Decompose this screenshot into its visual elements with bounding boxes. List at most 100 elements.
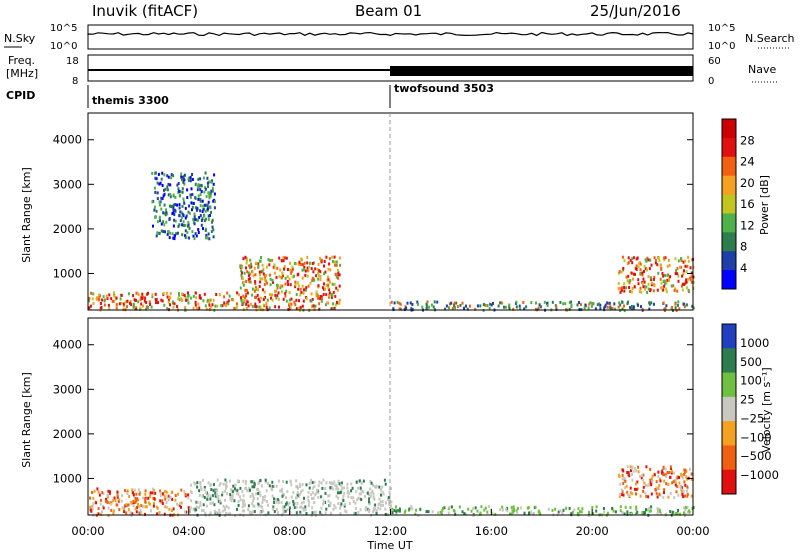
echo-cell <box>318 302 321 306</box>
ytick-label: 3000 <box>53 177 82 191</box>
echo-cell <box>247 504 250 508</box>
echo-cell <box>343 504 346 508</box>
echo-cell <box>177 182 180 185</box>
echo-cell <box>361 489 364 493</box>
echo-cell <box>160 196 163 200</box>
echo-cell <box>205 307 208 311</box>
echo-cell <box>327 267 330 271</box>
echo-cell <box>384 501 387 505</box>
echo-cell <box>310 267 313 271</box>
echo-cell <box>685 506 687 509</box>
echo-cell <box>203 219 206 223</box>
colorbar-swatch <box>722 324 736 349</box>
echo-cell <box>669 492 672 495</box>
echo-cell <box>181 187 184 191</box>
echo-cell <box>649 509 652 513</box>
echo-cell <box>614 510 617 514</box>
echo-cell <box>631 287 634 290</box>
echo-cell <box>632 307 635 311</box>
echo-cell <box>206 494 209 498</box>
echo-cell <box>203 214 206 218</box>
echo-cell <box>276 266 279 270</box>
echo-cell <box>193 214 196 218</box>
echo-cell <box>132 500 135 503</box>
echo-cell <box>461 510 464 514</box>
echo-cell <box>247 278 250 281</box>
echo-cell <box>311 511 314 515</box>
echo-cell <box>229 479 231 483</box>
ytick-label: 1000 <box>53 471 82 485</box>
echo-cell <box>278 256 281 260</box>
echo-cell <box>135 305 138 309</box>
freq-tick-bottom: 8 <box>72 76 78 87</box>
echo-cell <box>665 474 668 478</box>
echo-cell <box>334 272 337 276</box>
echo-cell <box>271 484 274 488</box>
echo-cell <box>331 482 334 486</box>
echo-cell <box>663 491 665 495</box>
echo-cell <box>211 186 214 190</box>
echo-cell <box>169 292 172 296</box>
echo-cell <box>231 493 234 497</box>
echo-cell <box>682 272 685 276</box>
echo-cell <box>625 286 628 290</box>
echo-cell <box>306 261 309 265</box>
echo-cell <box>665 482 668 486</box>
echo-cell <box>684 494 686 498</box>
echo-cell <box>145 300 148 304</box>
echo-cell <box>181 212 184 216</box>
velocity-ylabel: Slant Range [km] <box>20 372 33 468</box>
echo-cell <box>185 235 188 239</box>
echo-cell <box>207 181 210 185</box>
echo-cell <box>251 485 254 489</box>
echo-cell <box>134 500 137 504</box>
echo-cell <box>240 296 242 300</box>
echo-cell <box>290 271 293 275</box>
echo-cell <box>395 512 398 515</box>
echo-cell <box>630 290 633 294</box>
echo-cell <box>288 501 291 505</box>
echo-cell <box>678 307 681 311</box>
echo-cell <box>184 493 187 496</box>
echo-cell <box>299 505 302 509</box>
echo-cell <box>430 303 433 307</box>
echo-cell <box>671 481 674 485</box>
echo-cell <box>284 276 287 280</box>
echo-cell <box>277 284 280 287</box>
echo-cell <box>508 306 511 310</box>
echo-cell <box>194 232 197 236</box>
echo-cell <box>292 500 295 503</box>
echo-cell <box>359 486 362 490</box>
echo-cell <box>95 297 98 301</box>
echo-cell <box>373 485 376 489</box>
echo-cell <box>630 469 632 473</box>
echo-cell <box>270 487 273 491</box>
echo-cell <box>589 301 592 305</box>
echo-cell <box>285 289 288 293</box>
echo-cell <box>160 501 163 505</box>
echo-cell <box>683 269 685 273</box>
echo-cell <box>639 268 642 272</box>
echo-cell <box>343 486 346 490</box>
echo-cell <box>294 285 297 289</box>
echo-cell <box>206 207 209 211</box>
echo-cell <box>200 488 203 491</box>
echo-cell <box>620 288 623 292</box>
beam-title: Beam 01 <box>355 2 422 20</box>
echo-cell <box>198 306 201 310</box>
echo-cell <box>283 505 286 509</box>
echo-cell <box>595 509 598 513</box>
echo-cell <box>476 304 479 308</box>
echo-cell <box>649 276 652 280</box>
echo-cell <box>181 299 184 302</box>
echo-cell <box>161 492 164 496</box>
xtick-label: 00:00 <box>71 524 104 538</box>
echo-cell <box>166 307 169 311</box>
echo-cell <box>166 174 169 178</box>
echo-cell <box>260 504 263 508</box>
echo-cell <box>164 187 167 191</box>
echo-cell <box>303 268 305 272</box>
echo-cell <box>359 497 361 501</box>
echo-cell <box>185 214 188 218</box>
